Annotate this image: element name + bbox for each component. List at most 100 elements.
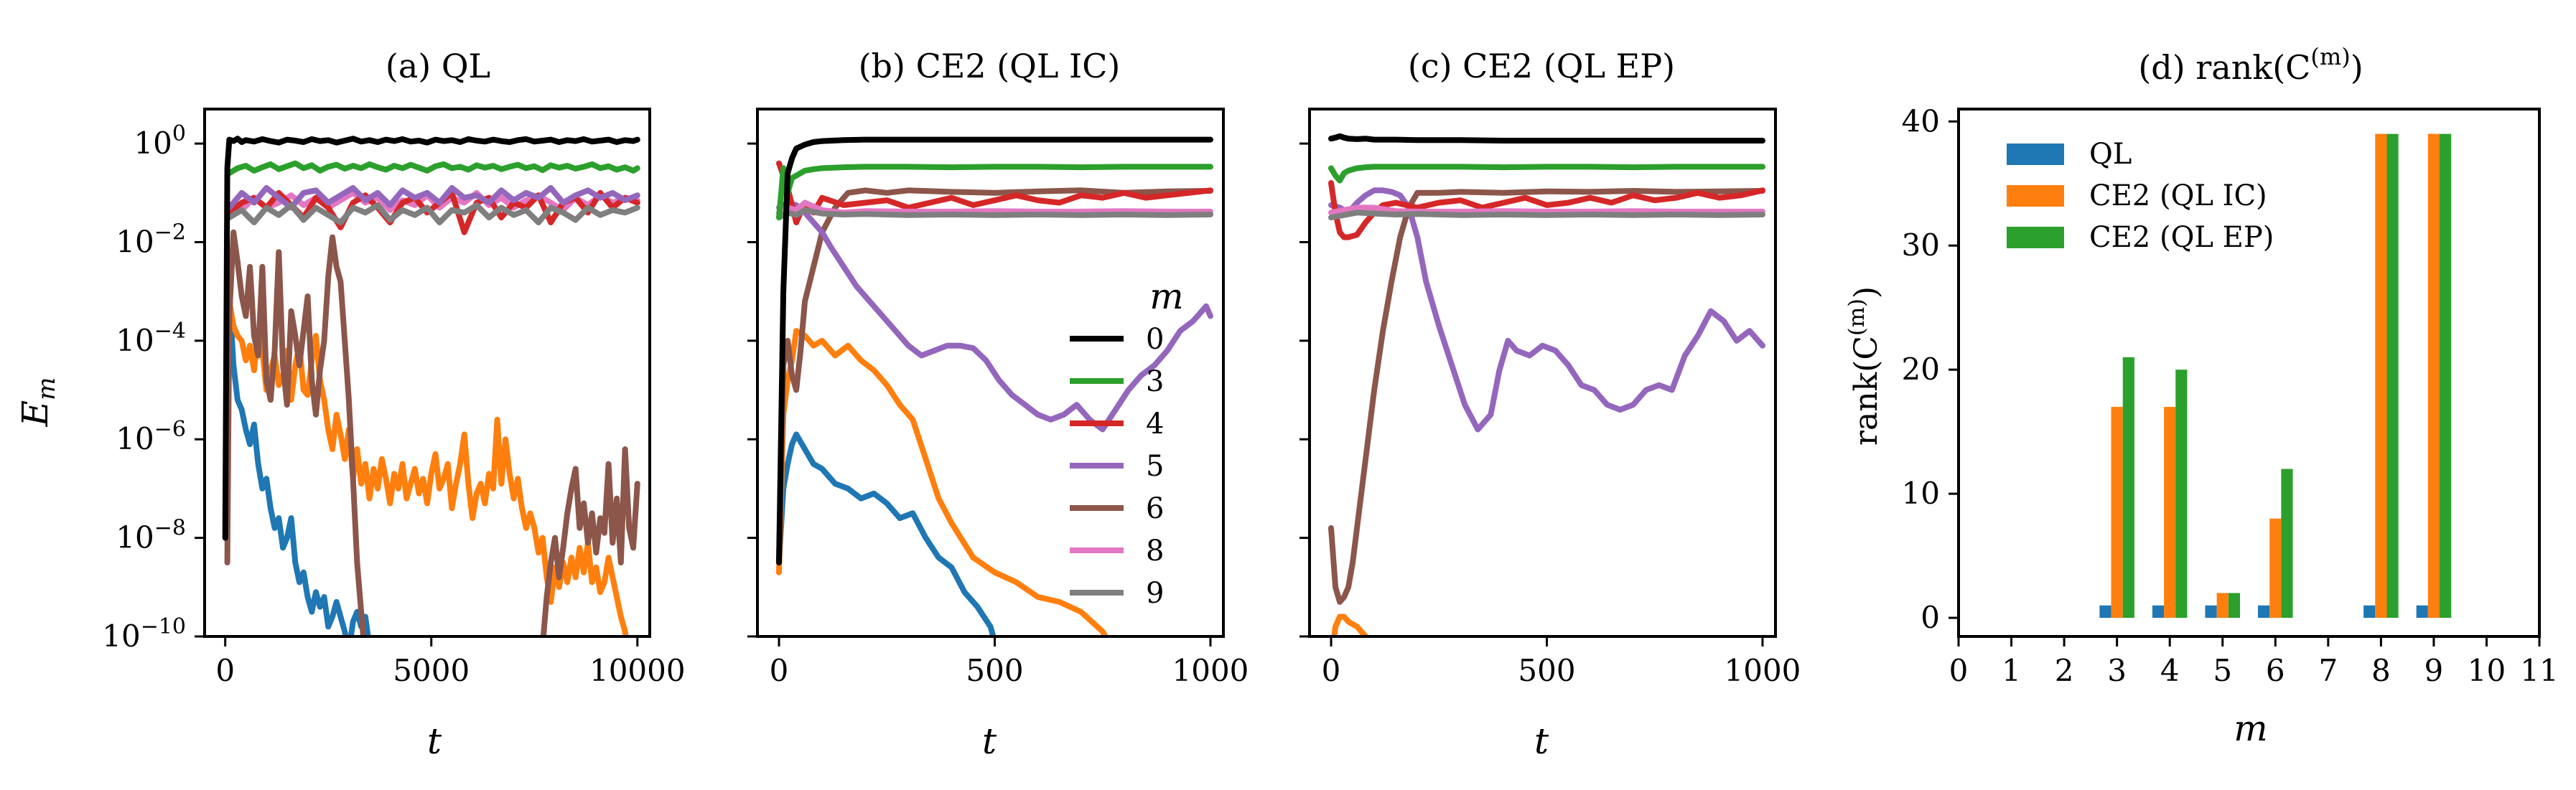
y-tick-label: 100	[134, 121, 186, 161]
x-tick-label: 1000	[1172, 653, 1249, 688]
series-line-m1	[776, 431, 997, 636]
panel-d-title-main: (d) rank(C	[2138, 48, 2310, 87]
series-line-m3	[1328, 164, 1765, 184]
x-tick-label: 11	[2520, 653, 2558, 688]
panel-d-frame	[1957, 108, 2541, 638]
legend-label-m4: 4	[1146, 408, 1164, 441]
legend-label-m6: 6	[1146, 492, 1164, 525]
panel-d-ylabel-sup: (m)	[1844, 298, 1870, 336]
panel-b: 0 500 1000	[747, 108, 1249, 688]
legend-label-0: QL	[2089, 138, 2132, 171]
series-line-m8	[1328, 204, 1765, 216]
x-tick-label: 9	[2425, 653, 2444, 688]
x-tick-label: 6	[2266, 653, 2285, 688]
x-tick-label: 4	[2160, 653, 2180, 688]
panel-a: 0 5000 10000 100 10−2 10−4 10−6 10−8 10−10	[102, 108, 686, 688]
bar-m5-1	[2216, 593, 2229, 619]
panel-d-title: (d) rank(C(m))	[2138, 43, 2363, 87]
x-tick-label: 10000	[589, 653, 686, 688]
bar-m8-0	[2363, 605, 2376, 619]
x-tick-label: 5000	[393, 653, 470, 688]
series-line-m9	[226, 202, 640, 225]
legend-swatch-1	[2007, 185, 2064, 207]
panel-a-title: (a) QL	[386, 47, 490, 85]
y-tick-label: 10	[1902, 476, 1940, 511]
legend-swatch-0	[2007, 144, 2064, 165]
bar-m3-1	[2111, 407, 2123, 619]
bar-m4-0	[2152, 605, 2165, 619]
panel-d-title-sup: (m)	[2310, 43, 2350, 70]
x-tick-label: 10	[2468, 653, 2506, 688]
series-line-m3	[776, 164, 1213, 221]
panel-a-ylabel-sub: m	[32, 377, 61, 400]
y-tick-label: 30	[1902, 227, 1940, 263]
panel-a-lines	[222, 136, 640, 636]
panel-d-title-end: )	[2351, 48, 2363, 87]
legend-m: m 0 3 4 5 6 8 9	[1070, 276, 1184, 610]
x-tick-label: 0	[1322, 653, 1341, 688]
y-tick-label: 10−10	[102, 614, 186, 654]
legend-title: m	[1149, 276, 1183, 317]
series-line-m6	[1328, 188, 1765, 605]
bar-m9-0	[2416, 605, 2428, 619]
x-tick-label: 7	[2318, 653, 2338, 688]
x-tick-label: 0	[770, 653, 789, 688]
panel-c-lines	[1328, 133, 1765, 636]
bar-m9-1	[2427, 133, 2440, 619]
x-tick-label: 3	[2107, 653, 2127, 688]
panel-d-ylabel-main: rank(C	[1848, 336, 1885, 446]
x-tick-label: 0	[215, 653, 235, 688]
series-line-m9	[776, 207, 1213, 221]
x-tick-label: 5	[2213, 653, 2232, 688]
panel-c-frame	[1308, 108, 1777, 638]
x-tick-label: 1	[2002, 653, 2021, 688]
series-line-m2	[776, 328, 1109, 636]
x-tick-label: 8	[2371, 653, 2391, 688]
series-line-m1	[226, 288, 371, 636]
legend-label-m9: 9	[1146, 577, 1164, 610]
series-line-m6	[776, 187, 1213, 565]
legend-swatch-2	[2007, 227, 2064, 248]
y-tick-label: 20	[1902, 352, 1940, 387]
panel-a-xlabel: t	[427, 720, 442, 762]
bar-m9-2	[2439, 133, 2452, 619]
bar-m6-2	[2281, 469, 2293, 619]
bar-m5-0	[2205, 605, 2217, 619]
panel-c: 0 500 1000	[1299, 108, 1801, 688]
y-tick-label: 10−6	[116, 417, 186, 456]
panel-b-lines	[776, 136, 1213, 636]
y-tick-label: 40	[1902, 103, 1940, 138]
series-line-m4	[1328, 180, 1765, 240]
panel-b-title: (b) CE2 (QL IC)	[859, 47, 1121, 85]
y-tick-label: 0	[1921, 600, 1940, 635]
legend-d: QL CE2 (QL IC) CE2 (QL EP)	[2007, 138, 2274, 254]
x-tick-label: 2	[2055, 653, 2074, 688]
x-tick-label: 500	[1518, 653, 1575, 688]
series-line-m5	[1328, 187, 1765, 433]
panel-c-title: (c) CE2 (QL EP)	[1408, 47, 1675, 85]
panel-a-frame	[203, 108, 651, 638]
bar-m4-1	[2164, 407, 2176, 619]
legend-label-1: CE2 (QL IC)	[2089, 179, 2267, 212]
panel-a-ylabel-main: E	[14, 400, 56, 428]
panel-d-ylabel-end: )	[1848, 286, 1885, 298]
bar-m8-2	[2386, 133, 2399, 619]
series-line-m9	[1328, 210, 1765, 221]
y-tick-label: 10−2	[116, 220, 186, 259]
x-tick-label: 0	[1949, 653, 1969, 688]
legend-label-m0: 0	[1146, 323, 1164, 356]
panel-b-xlabel: t	[982, 720, 997, 762]
bar-m3-0	[2099, 605, 2111, 619]
series-line-m0	[776, 136, 1213, 565]
panel-d-xlabel: m	[2234, 707, 2267, 749]
bar-m6-0	[2258, 605, 2270, 619]
series-line-m6	[224, 229, 640, 636]
series-line-m8	[776, 199, 1213, 216]
legend-label-2: CE2 (QL EP)	[2089, 221, 2274, 254]
bar-m5-2	[2228, 593, 2240, 619]
legend-label-m5: 5	[1146, 450, 1164, 483]
bar-m3-2	[2122, 357, 2134, 619]
